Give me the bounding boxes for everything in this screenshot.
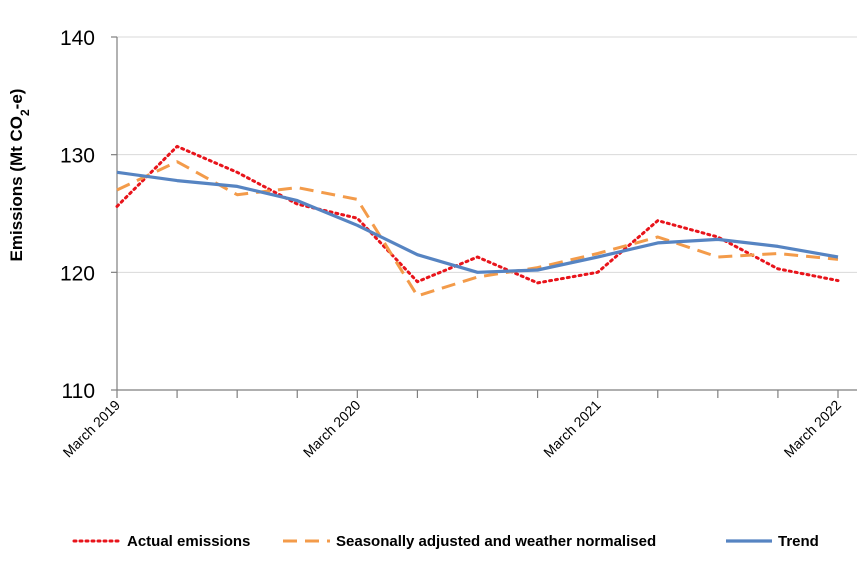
y-tick-labels: 110 120 130 140 (60, 27, 95, 403)
x-tick-label: March 2019 (60, 397, 124, 461)
y-tick-label: 120 (60, 262, 95, 285)
series-line-3 (116, 170, 839, 274)
y-tick-label: 130 (60, 145, 95, 168)
grid-lines (117, 36, 857, 273)
legend-label-1: Actual emissions (127, 533, 250, 550)
series-lines (115, 144, 840, 298)
legend: Actual emissions Seasonally adjusted and … (72, 533, 819, 550)
y-tick-label: 140 (60, 27, 95, 50)
legend-label-2: Seasonally adjusted and weather normalis… (336, 533, 656, 550)
series-line-1 (115, 144, 840, 285)
y-tick-label: 110 (62, 380, 95, 403)
x-tick-label: March 2020 (300, 397, 364, 461)
y-axis-title: Emissions (Mt CO2-e) (7, 89, 32, 262)
x-tick-label: March 2022 (781, 397, 845, 461)
series-line-2 (116, 160, 839, 298)
x-tick-labels: March 2019 March 2020 March 2021 March 2022 (60, 397, 845, 461)
x-tick-label: March 2021 (540, 397, 604, 461)
axes (111, 36, 857, 398)
legend-label-3: Trend (778, 533, 819, 550)
